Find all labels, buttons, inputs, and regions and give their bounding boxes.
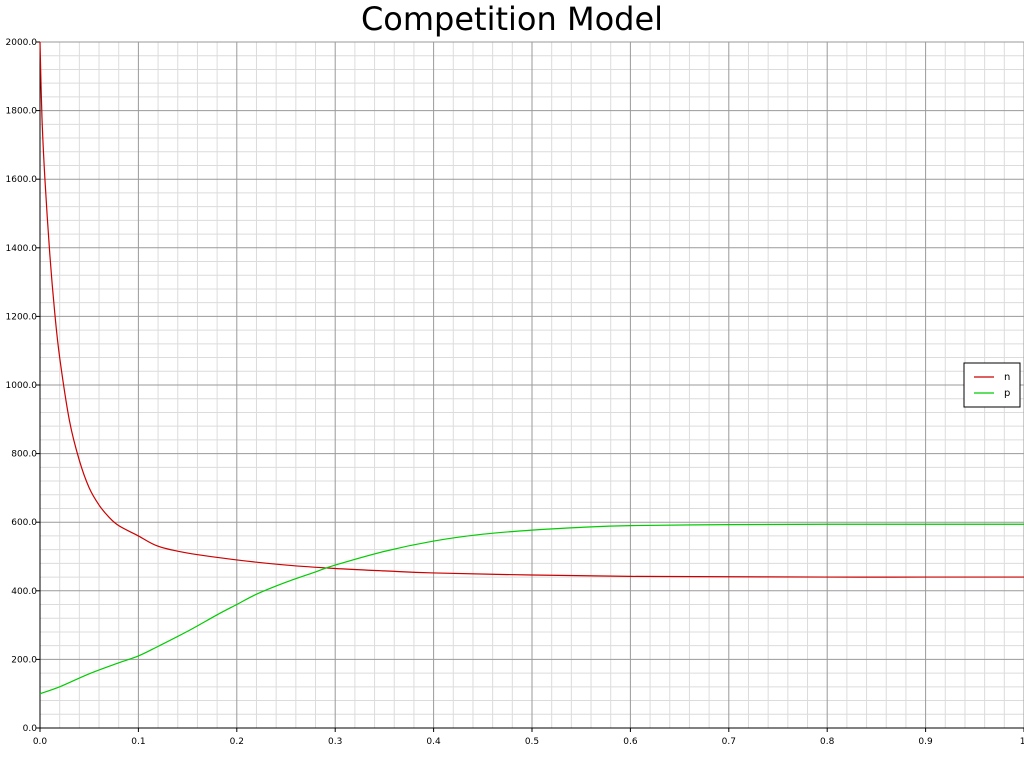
x-tick-label: 0.3 (328, 737, 342, 747)
chart-title: Competition Model (360, 0, 664, 38)
y-tick-label: 0.0 (23, 724, 38, 734)
y-tick-label: 1600.0 (6, 175, 38, 185)
x-tick-label: 0.6 (623, 737, 638, 747)
legend-box (963, 362, 1021, 408)
x-tick-label: 1. (1020, 737, 1024, 747)
x-tick-label: 0.8 (820, 737, 835, 747)
y-tick-label: 1800.0 (6, 107, 38, 117)
y-tick-label: 600.0 (11, 518, 37, 528)
x-tick-label: 0.4 (426, 737, 441, 747)
y-tick-label: 400.0 (11, 587, 37, 597)
major-grid (39, 41, 1024, 729)
x-tick-label: 0.5 (525, 737, 539, 747)
y-tick-label: 1000.0 (6, 381, 38, 391)
y-tick-label: 2000.0 (6, 38, 38, 48)
legend-label-n: n (1004, 372, 1010, 383)
series-line-n (39, 41, 1024, 578)
series-line-p (39, 523, 1024, 695)
y-tick-label: 1200.0 (6, 312, 38, 322)
y-tick-label: 200.0 (11, 655, 37, 665)
legend: np (963, 362, 1021, 408)
x-tick-label: 0.0 (33, 737, 48, 747)
y-tick-label: 1400.0 (6, 244, 38, 254)
x-tick-label: 0.2 (230, 737, 244, 747)
x-tick-label: 0.7 (722, 737, 736, 747)
x-tick-label: 0.9 (918, 737, 933, 747)
x-tick-label: 0.1 (131, 737, 145, 747)
y-axis-ticks: 0.0 200.0 400.0 600.0 800.0 1000.0 1200.0 1400.… (6, 38, 40, 734)
legend-label-p: p (1004, 388, 1010, 399)
y-tick-label: 800.0 (11, 450, 37, 460)
x-axis-ticks: 0.0 0.1 0.2 0.3 0.4 0.5 0.6 0.7 0.8 0.9 1. (33, 728, 1024, 747)
series-layer (39, 41, 1024, 695)
